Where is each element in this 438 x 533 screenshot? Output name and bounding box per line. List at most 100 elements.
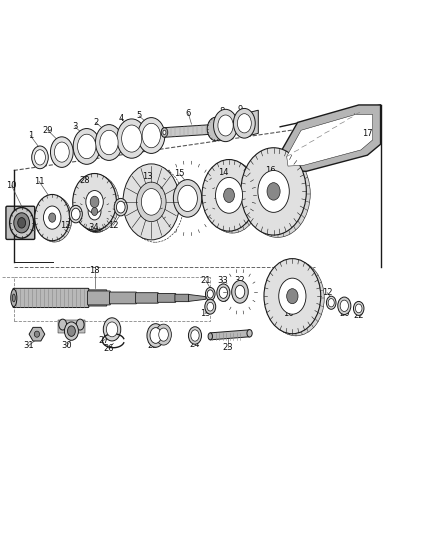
Ellipse shape: [35, 150, 46, 165]
Polygon shape: [29, 327, 45, 341]
Ellipse shape: [43, 206, 61, 229]
Text: 16: 16: [283, 309, 294, 318]
Ellipse shape: [247, 329, 252, 337]
Ellipse shape: [205, 287, 215, 301]
Ellipse shape: [188, 327, 201, 344]
Ellipse shape: [214, 109, 237, 142]
Text: 31: 31: [23, 342, 34, 351]
Text: 16: 16: [265, 166, 276, 175]
Text: 6: 6: [186, 109, 191, 118]
Ellipse shape: [103, 318, 121, 341]
Text: 17: 17: [362, 129, 373, 138]
Ellipse shape: [76, 319, 84, 330]
Ellipse shape: [338, 297, 351, 314]
Ellipse shape: [161, 128, 168, 138]
Text: 22: 22: [353, 311, 364, 320]
Text: 12: 12: [322, 288, 332, 297]
Ellipse shape: [100, 130, 118, 155]
Ellipse shape: [356, 304, 362, 313]
Text: 8: 8: [219, 107, 224, 116]
Text: 23: 23: [223, 343, 233, 352]
Ellipse shape: [205, 299, 216, 314]
Text: 15: 15: [174, 169, 185, 179]
Ellipse shape: [86, 190, 103, 213]
Ellipse shape: [155, 324, 171, 345]
Ellipse shape: [95, 125, 123, 160]
Text: 34: 34: [88, 223, 99, 232]
FancyBboxPatch shape: [136, 293, 158, 303]
Ellipse shape: [71, 208, 80, 220]
Ellipse shape: [207, 117, 225, 141]
Ellipse shape: [122, 125, 142, 152]
Ellipse shape: [205, 161, 259, 233]
Ellipse shape: [207, 290, 213, 298]
Ellipse shape: [264, 259, 321, 334]
Polygon shape: [188, 294, 206, 302]
Ellipse shape: [11, 289, 17, 306]
Ellipse shape: [258, 171, 289, 212]
Ellipse shape: [75, 175, 119, 232]
FancyBboxPatch shape: [13, 288, 89, 308]
Ellipse shape: [178, 185, 198, 212]
Ellipse shape: [142, 123, 160, 148]
Ellipse shape: [287, 289, 298, 304]
Ellipse shape: [245, 150, 310, 237]
FancyBboxPatch shape: [88, 290, 107, 306]
Text: 3: 3: [72, 122, 78, 131]
Polygon shape: [280, 105, 381, 171]
Polygon shape: [58, 320, 85, 333]
Ellipse shape: [50, 137, 73, 167]
Text: 4: 4: [118, 114, 124, 123]
Text: 12: 12: [108, 221, 119, 230]
Ellipse shape: [235, 285, 245, 298]
Ellipse shape: [92, 207, 98, 215]
Ellipse shape: [159, 328, 168, 341]
Ellipse shape: [233, 108, 255, 138]
Ellipse shape: [64, 322, 78, 340]
Ellipse shape: [353, 302, 364, 316]
Ellipse shape: [67, 326, 75, 336]
Text: 12: 12: [60, 221, 71, 230]
Ellipse shape: [49, 213, 56, 222]
Ellipse shape: [123, 164, 180, 240]
Ellipse shape: [59, 319, 67, 330]
Ellipse shape: [78, 134, 96, 159]
Ellipse shape: [326, 296, 336, 309]
Polygon shape: [164, 124, 219, 138]
Text: 21: 21: [201, 276, 211, 285]
Text: 24: 24: [190, 340, 200, 349]
Text: 18: 18: [89, 266, 100, 276]
Ellipse shape: [106, 322, 118, 337]
Ellipse shape: [232, 280, 248, 303]
Ellipse shape: [114, 198, 127, 216]
Text: 30: 30: [62, 342, 72, 351]
Ellipse shape: [10, 207, 34, 238]
Ellipse shape: [237, 114, 251, 133]
FancyBboxPatch shape: [6, 206, 35, 239]
Text: 26: 26: [104, 344, 114, 353]
Ellipse shape: [215, 177, 243, 213]
Text: 2: 2: [93, 118, 99, 127]
Ellipse shape: [279, 278, 306, 314]
Text: 9: 9: [237, 105, 243, 114]
Text: 19: 19: [200, 309, 210, 318]
Ellipse shape: [73, 174, 117, 230]
Ellipse shape: [81, 192, 112, 233]
Text: 13: 13: [141, 172, 152, 181]
Ellipse shape: [340, 300, 349, 311]
Text: 29: 29: [42, 126, 53, 135]
Ellipse shape: [267, 183, 280, 200]
Ellipse shape: [217, 284, 230, 302]
Text: 11: 11: [34, 177, 44, 186]
Ellipse shape: [268, 261, 324, 336]
Ellipse shape: [35, 195, 70, 241]
Ellipse shape: [208, 333, 212, 340]
Ellipse shape: [79, 191, 110, 231]
Ellipse shape: [147, 324, 164, 348]
Polygon shape: [250, 110, 258, 135]
Ellipse shape: [18, 217, 25, 228]
Text: 14: 14: [218, 168, 229, 177]
Ellipse shape: [117, 119, 147, 158]
Ellipse shape: [219, 287, 227, 298]
Ellipse shape: [34, 331, 39, 337]
